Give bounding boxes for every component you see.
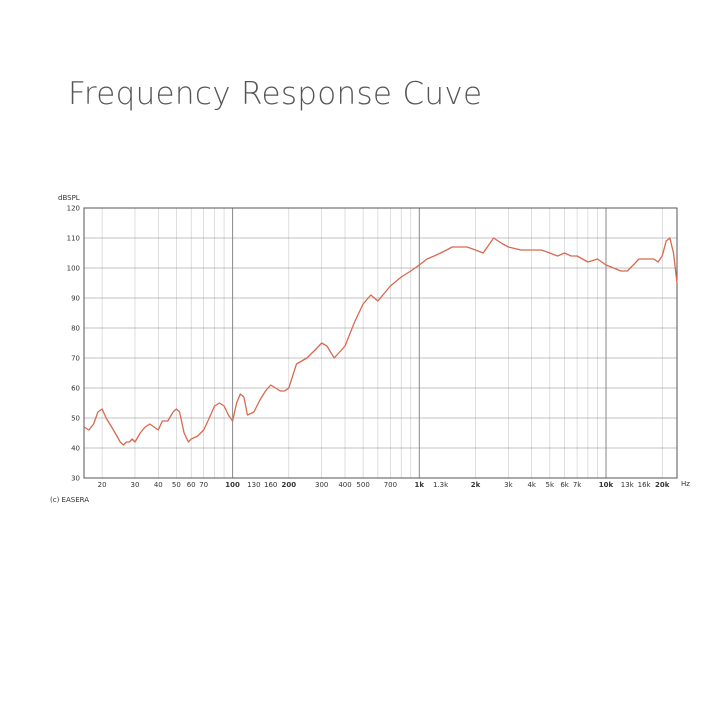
x-axis-unit: Hz xyxy=(681,480,690,488)
x-tick-label: 20 xyxy=(98,481,107,489)
x-tick-label: 1k xyxy=(415,481,425,489)
x-tick-label: 100 xyxy=(225,481,240,489)
x-tick-label: 160 xyxy=(264,481,277,489)
y-tick-label: 120 xyxy=(67,205,80,213)
x-tick-label: 6k xyxy=(560,481,569,489)
x-tick-label: 20k xyxy=(655,481,670,489)
x-tick-label: 700 xyxy=(384,481,397,489)
frequency-response-line xyxy=(83,237,678,446)
y-tick-label: 90 xyxy=(71,295,80,303)
chart-grid xyxy=(84,208,677,478)
x-tick-labels: 20 30 40 50 60 70 100 130 160 200 300 400 500 700 1k 1.… xyxy=(98,481,670,489)
y-tick-label: 30 xyxy=(71,475,80,483)
x-tick-label: 300 xyxy=(315,481,328,489)
y-tick-label: 80 xyxy=(71,325,80,333)
x-tick-label: 5k xyxy=(546,481,555,489)
x-tick-label: 7k xyxy=(573,481,582,489)
x-tick-label: 200 xyxy=(281,481,296,489)
x-tick-label: 30 xyxy=(131,481,140,489)
y-tick-label: 50 xyxy=(71,415,80,423)
y-tick-label: 110 xyxy=(67,235,80,243)
x-tick-label: 40 xyxy=(154,481,163,489)
x-tick-label: 16k xyxy=(638,481,652,489)
x-tick-label: 500 xyxy=(356,481,369,489)
y-tick-label: 70 xyxy=(71,355,80,363)
plot-frame xyxy=(83,207,678,479)
x-tick-label: 50 xyxy=(172,481,181,489)
y-tick-label: 100 xyxy=(67,265,80,273)
x-tick-label: 2k xyxy=(471,481,481,489)
x-tick-label: 130 xyxy=(247,481,260,489)
chart-credit: (c) EASERA xyxy=(50,496,89,504)
y-tick-labels: 120 110 100 90 80 70 60 50 40 30 xyxy=(67,205,80,483)
page-title: Frequency Response Cuve xyxy=(68,76,483,112)
x-tick-label: 400 xyxy=(338,481,351,489)
x-tick-label: 60 xyxy=(187,481,196,489)
y-axis-label: dBSPL xyxy=(58,194,80,202)
x-tick-label: 3k xyxy=(504,481,513,489)
x-tick-label: 4k xyxy=(527,481,536,489)
x-tick-label: 70 xyxy=(199,481,208,489)
y-tick-label: 60 xyxy=(71,385,80,393)
x-tick-label: 13k xyxy=(621,481,635,489)
y-tick-label: 40 xyxy=(71,445,80,453)
x-tick-label: 1.3k xyxy=(433,481,449,489)
x-tick-label: 10k xyxy=(599,481,614,489)
